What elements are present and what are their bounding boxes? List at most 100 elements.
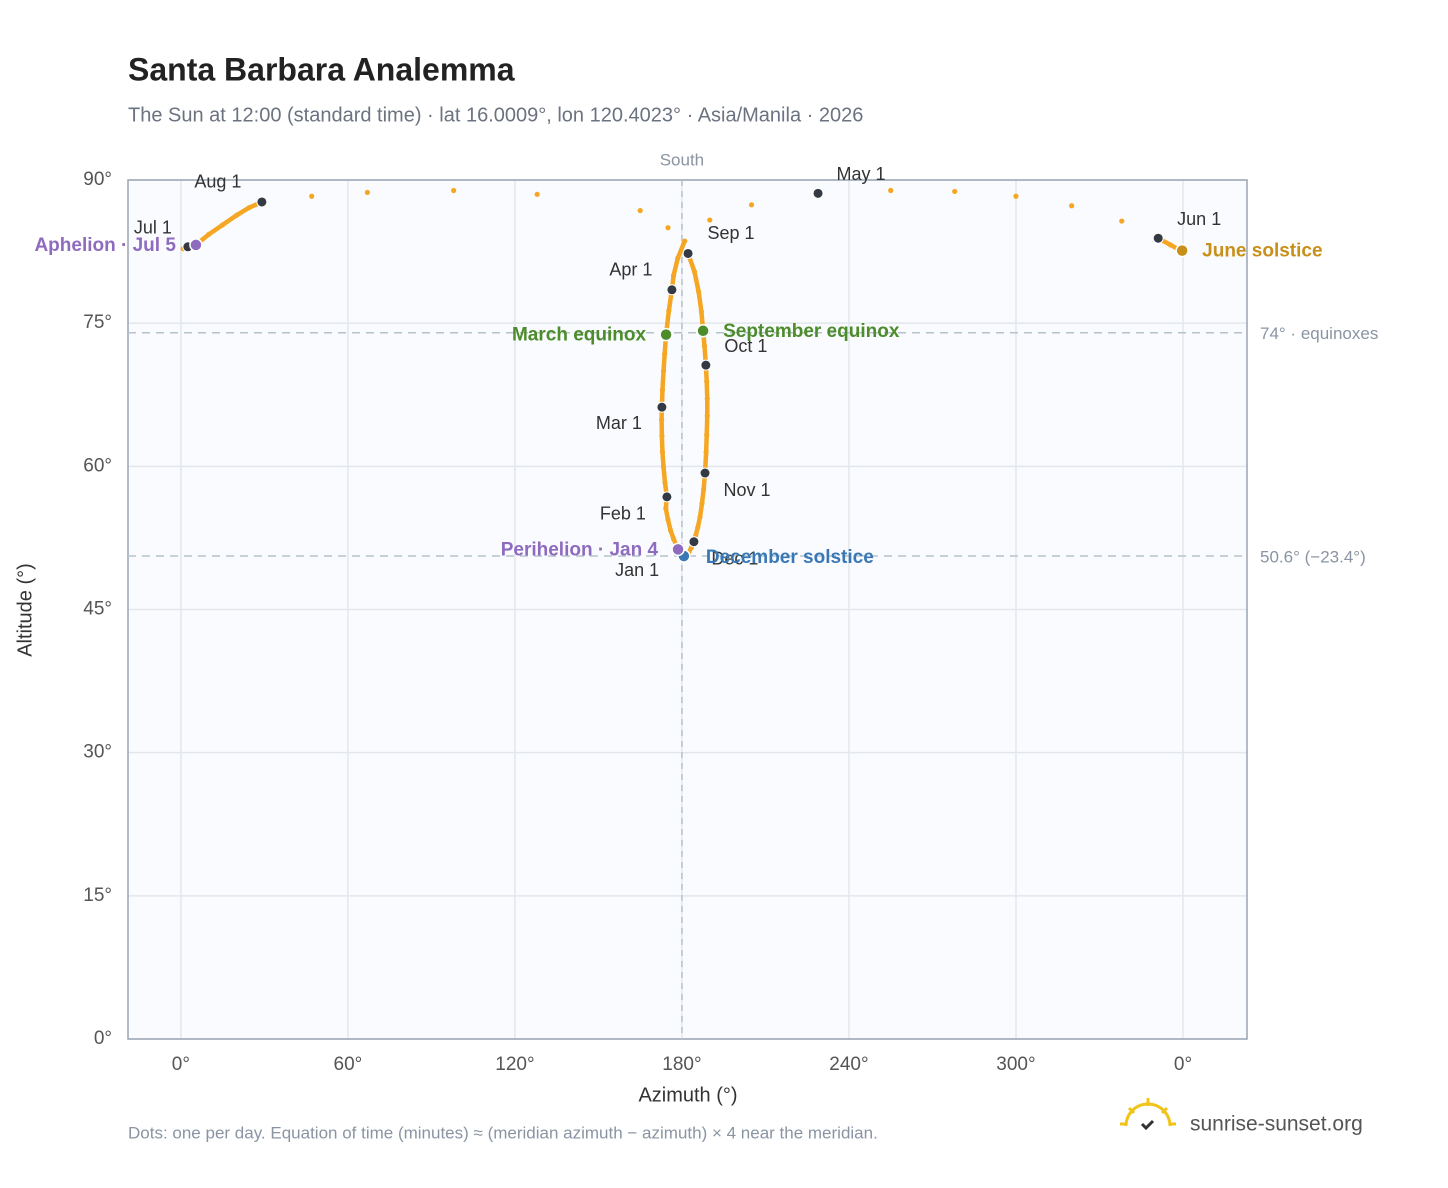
day-dot bbox=[697, 514, 703, 520]
day-dot bbox=[451, 187, 457, 194]
date-marker bbox=[666, 284, 678, 296]
day-dot bbox=[662, 351, 668, 357]
day-dot bbox=[663, 505, 669, 511]
marker-label: March equinox bbox=[512, 325, 647, 346]
day-dot bbox=[704, 378, 710, 384]
day-dot bbox=[703, 449, 709, 455]
marker-label: Feb 1 bbox=[600, 504, 646, 524]
day-dot bbox=[1069, 203, 1075, 209]
y-tick-label: 75° bbox=[83, 312, 112, 333]
date-marker bbox=[659, 327, 673, 342]
day-dot bbox=[233, 212, 240, 218]
marker-label: Nov 1 bbox=[724, 480, 771, 500]
y-axis-label: Altitude (°) bbox=[14, 563, 36, 657]
marker-label: Jul 1 bbox=[134, 218, 172, 238]
plot-border bbox=[127, 179, 1248, 1040]
marker-label: May 1 bbox=[837, 164, 886, 184]
day-dot bbox=[670, 536, 677, 542]
day-dot bbox=[704, 413, 710, 419]
day-dot bbox=[659, 433, 665, 439]
date-marker bbox=[682, 247, 694, 259]
footnote: Dots: one per day. Equation of time (min… bbox=[128, 1123, 878, 1142]
y-tick-label: 30° bbox=[83, 742, 112, 763]
date-marker bbox=[699, 467, 711, 479]
chart-subtitle: The Sun at 12:00 (standard time) · lat 1… bbox=[128, 104, 863, 126]
day-dot bbox=[952, 188, 958, 195]
day-dot bbox=[662, 479, 668, 486]
day-dot bbox=[659, 416, 665, 423]
day-dot bbox=[691, 269, 698, 275]
marker-label: Aphelion · Jul 5 bbox=[34, 235, 176, 256]
day-dot bbox=[660, 464, 667, 470]
day-dot bbox=[660, 368, 667, 374]
chart-title: Santa Barbara Analemma bbox=[128, 51, 515, 87]
y-tick-label: 45° bbox=[83, 599, 112, 620]
brand-logo bbox=[1120, 1098, 1176, 1131]
day-dot bbox=[659, 449, 666, 455]
day-dot bbox=[701, 486, 707, 492]
date-marker bbox=[812, 187, 824, 199]
x-tick-label: 120° bbox=[495, 1054, 534, 1075]
day-dot bbox=[534, 191, 540, 197]
marker-label: Sep 1 bbox=[708, 223, 755, 243]
x-axis-label: Azimuth (°) bbox=[638, 1084, 737, 1106]
date-marker bbox=[189, 238, 203, 252]
day-dot bbox=[707, 217, 713, 223]
date-marker bbox=[700, 359, 712, 371]
marker-label: Oct 1 bbox=[724, 336, 767, 356]
day-dot bbox=[696, 289, 702, 295]
day-dot bbox=[1013, 193, 1019, 199]
brand: sunrise-sunset.org bbox=[1190, 1113, 1363, 1136]
date-marker bbox=[661, 491, 673, 503]
marker-label: September equinox bbox=[723, 321, 900, 342]
day-dot bbox=[670, 272, 677, 279]
marker-label: Apr 1 bbox=[609, 260, 652, 280]
day-dot bbox=[699, 500, 705, 507]
day-dot bbox=[695, 524, 701, 531]
x-tick-label: 60° bbox=[334, 1054, 363, 1075]
marker-label: Dec 1 bbox=[711, 548, 758, 568]
day-dot bbox=[220, 222, 226, 228]
x-tick-label: 240° bbox=[829, 1054, 868, 1075]
date-marker bbox=[671, 542, 685, 557]
date-marker bbox=[1152, 232, 1164, 244]
day-dot bbox=[666, 308, 672, 314]
day-dot bbox=[206, 231, 212, 238]
y-tick-label: 15° bbox=[83, 885, 112, 906]
date-marker bbox=[688, 536, 700, 548]
reference-label: 74° · equinoxes bbox=[1260, 324, 1378, 343]
marker-label: December solstice bbox=[706, 547, 874, 568]
day-dot bbox=[246, 205, 252, 211]
day-dot bbox=[309, 193, 315, 199]
day-dot bbox=[665, 517, 671, 523]
day-dot bbox=[675, 255, 681, 261]
day-dot bbox=[698, 309, 705, 315]
day-dot bbox=[748, 202, 755, 208]
day-dot bbox=[667, 527, 674, 533]
day-dot bbox=[659, 387, 666, 393]
date-marker bbox=[1175, 243, 1189, 258]
day-dot bbox=[701, 343, 708, 349]
marker-label: Mar 1 bbox=[596, 413, 642, 433]
y-tick-label: 0° bbox=[94, 1028, 112, 1049]
x-tick-label: 0° bbox=[1174, 1054, 1192, 1075]
reference-label: South bbox=[660, 150, 704, 169]
marker-label: June solstice bbox=[1202, 241, 1322, 262]
y-tick-label: 60° bbox=[83, 455, 112, 476]
day-dot bbox=[1167, 242, 1174, 248]
day-dot bbox=[364, 189, 370, 196]
day-dot bbox=[1119, 218, 1125, 224]
day-dot bbox=[637, 207, 643, 214]
day-dot bbox=[682, 238, 688, 244]
reference-label: 50.6° (−23.4°) bbox=[1260, 548, 1366, 567]
x-tick-label: 180° bbox=[662, 1054, 701, 1075]
day-dot bbox=[704, 432, 710, 438]
date-marker bbox=[656, 401, 668, 413]
day-dot bbox=[704, 395, 710, 402]
y-tick-label: 90° bbox=[83, 169, 112, 190]
marker-label: Aug 1 bbox=[194, 172, 241, 192]
x-tick-label: 300° bbox=[996, 1054, 1035, 1075]
marker-label: Jan 1 bbox=[615, 560, 659, 580]
